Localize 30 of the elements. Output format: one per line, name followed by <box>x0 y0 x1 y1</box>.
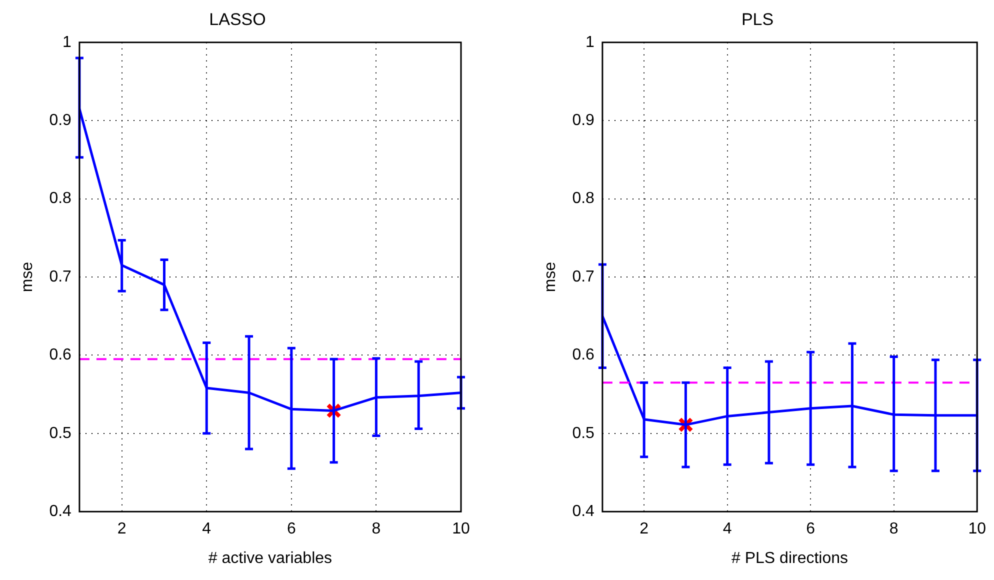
y-tick-label: 0.6 <box>49 346 72 364</box>
y-tick-label: 0.9 <box>572 112 595 130</box>
chart-title: PLS <box>741 10 774 29</box>
x-tick-label: 4 <box>722 520 732 538</box>
y-tick-label: 0.7 <box>49 268 72 286</box>
y-tick-label: 0.9 <box>49 112 72 130</box>
chart-title: LASSO <box>209 10 266 29</box>
y-tick-label: 0.8 <box>572 190 595 208</box>
y-tick-label: 1 <box>62 34 72 51</box>
x-tick-label: 2 <box>117 520 126 538</box>
y-axis-title: mse <box>19 262 36 292</box>
y-tick-label: 0.8 <box>49 190 72 208</box>
x-tick-label: 6 <box>286 520 296 538</box>
y-tick-label: 0.5 <box>49 424 72 442</box>
y-tick-label: 0.7 <box>572 268 595 286</box>
x-axis-title: # active variables <box>208 550 332 567</box>
x-axis-title: # PLS directions <box>732 550 848 567</box>
y-tick-label: 0.6 <box>572 346 595 364</box>
x-tick-label: 10 <box>452 520 470 538</box>
x-tick-label: 8 <box>889 520 898 538</box>
x-tick-label: 4 <box>202 520 212 538</box>
x-tick-label: 8 <box>372 520 381 538</box>
y-axis-title: mse <box>542 262 560 292</box>
x-tick-label: 2 <box>640 520 649 538</box>
x-tick-label: 10 <box>968 520 986 538</box>
y-tick-label: 0.4 <box>572 503 595 520</box>
x-tick-label: 6 <box>806 520 816 538</box>
y-tick-label: 0.5 <box>572 424 595 442</box>
y-tick-label: 1 <box>586 34 595 51</box>
y-tick-label: 0.4 <box>49 503 72 520</box>
